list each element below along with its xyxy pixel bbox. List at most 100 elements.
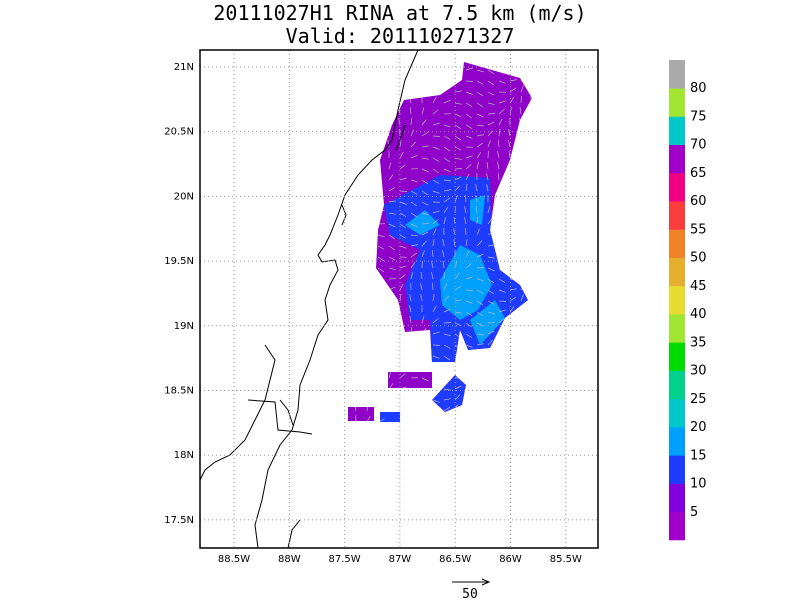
wind-arrow [475,393,478,401]
wind-arrow [531,272,532,280]
wind-arrow [465,393,468,401]
wind-arrow [410,141,417,148]
wind-arrow [487,218,493,225]
wind-arrow [421,190,428,196]
wind-arrow [509,161,511,170]
wind-arrow [388,421,396,422]
wind-arrow [465,173,470,181]
colorbar-label: 25 [690,392,707,407]
wind-arrow [410,262,416,269]
wind-arrow [465,184,468,192]
wind-arrow [432,228,437,236]
wind-arrow [431,272,434,280]
wind-arrow [454,146,462,151]
wind-arrow [366,111,374,115]
lat-label: 21N [174,62,194,73]
reference-label: 50 [462,587,478,600]
wind-arrow [377,245,385,250]
wind-arrow [366,140,369,148]
wind-arrow [443,283,447,291]
wind-arrow [399,212,407,217]
wind-arrow [530,107,532,115]
wind-arrow [454,286,462,291]
wind-arrow [432,210,440,214]
wind-arrow [531,201,532,206]
wind-arrow [509,382,513,390]
wind-arrow [476,69,484,73]
wind-arrow [531,212,532,218]
wind-arrow [388,267,396,271]
wind-arrow [487,121,495,126]
wind-arrow [531,362,532,368]
wind-arrow [432,96,437,104]
wind-arrow [443,197,450,203]
wind-arrow [348,354,352,357]
wind-arrow [377,90,385,93]
coastline [200,50,419,548]
wind-arrow [464,415,467,422]
wind-arrow [531,421,532,422]
wind-arrow [476,278,484,282]
wind-arrow [497,360,500,368]
wind-arrow [454,90,462,93]
wind-arrow [520,372,526,379]
wind-arrow [410,363,418,368]
wind-arrow [355,322,363,326]
wind-arrow [366,278,373,284]
wind-arrow [410,326,412,335]
wind-arrow [487,349,491,357]
wind-arrow [454,311,462,314]
wind-arrow [410,179,418,183]
wind-arrow [366,183,368,192]
wind-arrow [355,289,363,295]
wind-arrow [387,140,390,148]
wind-arrow [520,75,526,82]
wind-arrow [409,294,412,302]
wind-arrow [355,80,363,86]
wind-arrow [476,300,483,306]
wind-arrow [465,113,472,119]
wind-arrow [432,168,439,174]
colorbar-swatch [669,427,685,456]
wind-arrow [520,223,528,229]
wind-arrow [420,272,423,280]
wind-arrow [376,360,379,368]
wind-arrow [476,343,484,346]
wind-arrow [476,134,484,137]
wind-arrow [399,337,401,346]
wind-arrow [399,421,407,422]
wind-arrow [365,173,368,181]
wind-arrow [388,396,396,401]
wind-arrow [348,80,352,84]
wind-arrow [454,385,462,390]
wind-arrow [355,311,363,316]
wind-arrow [443,295,450,302]
wind-arrow [498,278,506,283]
wind-arrow [355,69,363,74]
wind-arrow [487,359,489,368]
wind-arrow [454,366,462,370]
wind-arrow [443,74,448,82]
wind-arrow [520,189,528,192]
wind-arrow [421,377,429,382]
wind-arrow [348,264,352,269]
wind-arrow [487,300,495,305]
wind-arrow [388,96,392,104]
wind-arrow [399,360,404,368]
wind-arrow [487,130,493,137]
wind-arrow [420,283,423,291]
wind-arrow [399,245,407,249]
wind-arrow [365,150,368,159]
colorbar-label: 20 [690,420,707,435]
wind-arrow [509,296,517,302]
wind-arrow [475,404,478,412]
colorbar-swatch [669,201,685,230]
wind-arrow [454,64,460,71]
wind-arrow [520,284,526,291]
wind-arrow [421,212,429,216]
wind-arrow [376,140,379,148]
wind-arrow [465,263,472,269]
wind-arrow [410,421,418,422]
wind-arrow [348,311,351,317]
wind-arrow [377,234,385,238]
